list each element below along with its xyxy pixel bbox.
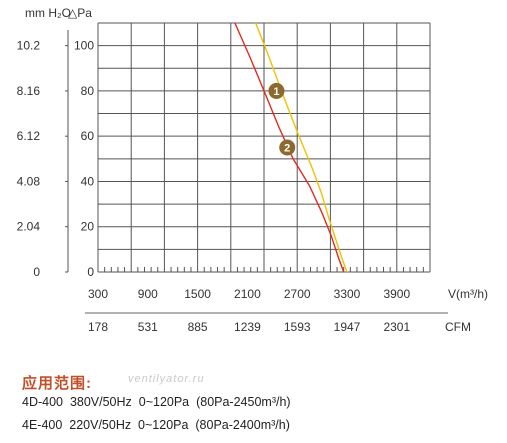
x-minor-ticks	[104, 267, 424, 272]
curve-marker-1	[268, 82, 285, 99]
x-tick-label: 300	[88, 287, 108, 301]
y-tick-label: 0	[87, 265, 94, 279]
x-tick-label: 1500	[184, 287, 211, 301]
x-secondary-tick-label: 178	[88, 320, 108, 334]
y-tick-label: 20	[81, 220, 95, 234]
plot-grid	[97, 22, 431, 273]
series-line-1	[255, 22, 348, 273]
y-left-tick-label: 4.08	[17, 174, 41, 188]
y-left-tick-label: 6.12	[17, 129, 41, 143]
y-left-tick-label: 8.16	[17, 84, 41, 98]
series-line-2	[234, 22, 345, 273]
y-tick-label: 40	[81, 174, 95, 188]
x-tick-label: 900	[138, 287, 158, 301]
x-secondary-tick-label: 1239	[234, 320, 261, 334]
series-layer	[234, 22, 348, 273]
x-tick-label: 2100	[234, 287, 261, 301]
x-tick-label: 2700	[284, 287, 311, 301]
y-left-tick-label: 10.2	[17, 39, 41, 53]
y-axis-labels: 0 0 20 2.04 40 4.08 60 6.12 80 8.16 100 10.2	[17, 39, 95, 279]
spec-line-4d: 4D-400 380V/50Hz 0~120Pa (80Pa-2450m³/h)	[22, 395, 291, 409]
curve-marker-label: 1	[273, 86, 279, 98]
y-left-tick-label: 0	[33, 265, 40, 279]
x-secondary-tick-label: 531	[138, 320, 158, 334]
x-axis-labels: 300 178 900 531 1500 885 2100 1239 2700 1593 3300 1…	[85, 287, 448, 334]
y-right-unit-label: △Pa	[68, 6, 92, 20]
x-unit-label: V(m³/h)	[448, 287, 488, 301]
y-left-tick-label: 2.04	[17, 220, 41, 234]
curve-marker-2	[279, 139, 296, 156]
marker-layer: 12	[268, 82, 296, 156]
watermark-text: ventilyator.ru	[128, 373, 205, 385]
x-secondary-tick-label: 2301	[383, 320, 410, 334]
curve-marker-label: 2	[284, 143, 290, 155]
fan-performance-chart: mm H₂O △Pa 0 0 20 2.04 40 4.08 60 6.12 80 8.16 100…	[17, 6, 488, 334]
caption-title: 应用范围:	[22, 375, 92, 392]
y-tick-label: 80	[81, 84, 95, 98]
x-secondary-tick-label: 1947	[334, 320, 361, 334]
x-secondary-unit-label: CFM	[445, 320, 471, 334]
x-tick-label: 3900	[383, 287, 410, 301]
y-left-unit-label: mm H₂O	[25, 6, 71, 20]
x-secondary-tick-label: 885	[188, 320, 208, 334]
y-tick-label: 60	[81, 129, 95, 143]
x-tick-label: 3300	[334, 287, 361, 301]
x-secondary-tick-label: 1593	[284, 320, 311, 334]
spec-line-4e: 4E-400 220V/50Hz 0~120Pa (80Pa-2400m³/h)	[22, 418, 290, 432]
y-tick-label: 100	[74, 39, 94, 53]
